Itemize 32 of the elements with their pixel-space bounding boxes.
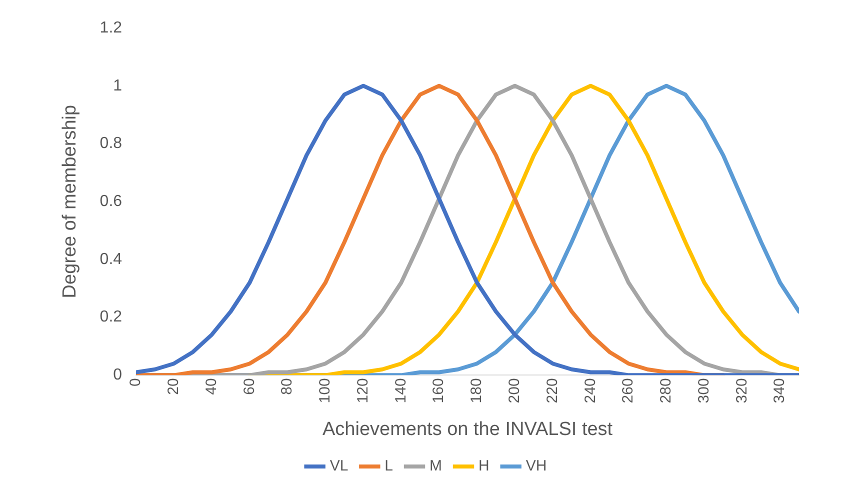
x-tick-label: 20 xyxy=(165,378,182,395)
x-tick-label: 260 xyxy=(620,378,637,404)
legend-label: VH xyxy=(526,458,547,475)
x-axis-title: Achievements on the INVALSI test xyxy=(322,418,614,440)
x-tick-label: 80 xyxy=(278,378,296,395)
x-tick-label: 240 xyxy=(582,378,599,404)
x-tick-label: 180 xyxy=(468,378,486,404)
x-tick-label: 100 xyxy=(316,378,334,404)
x-tick-label: 220 xyxy=(544,378,561,404)
y-tick-label: 0.8 xyxy=(100,135,122,152)
y-tick-label: 0 xyxy=(113,366,122,384)
x-tick-label: 140 xyxy=(392,378,410,404)
y-tick-label: 1.2 xyxy=(100,19,122,36)
x-tick-label: 0 xyxy=(127,378,144,387)
x-tick-label: 300 xyxy=(695,378,712,404)
y-tick-label: 1 xyxy=(113,77,122,94)
legend-label: L xyxy=(384,458,394,475)
legend-label: H xyxy=(478,458,490,475)
x-tick-label: 340 xyxy=(771,378,788,404)
y-tick-label: 0.4 xyxy=(100,250,122,268)
x-tick-label: 40 xyxy=(202,378,220,395)
y-tick-label: 0.2 xyxy=(100,308,122,326)
y-axis-title: Degree of membership xyxy=(60,104,81,298)
x-tick-label: 60 xyxy=(240,378,258,395)
x-tick-label: 280 xyxy=(658,378,675,404)
legend-label: VL xyxy=(330,458,348,475)
x-tick-label: 160 xyxy=(430,378,448,404)
x-tick-label: 200 xyxy=(506,378,524,404)
legend-label: M xyxy=(430,458,442,475)
y-tick-label: 0.6 xyxy=(100,192,122,210)
x-tick-label: 320 xyxy=(733,378,750,404)
x-tick-label: 120 xyxy=(354,378,372,404)
